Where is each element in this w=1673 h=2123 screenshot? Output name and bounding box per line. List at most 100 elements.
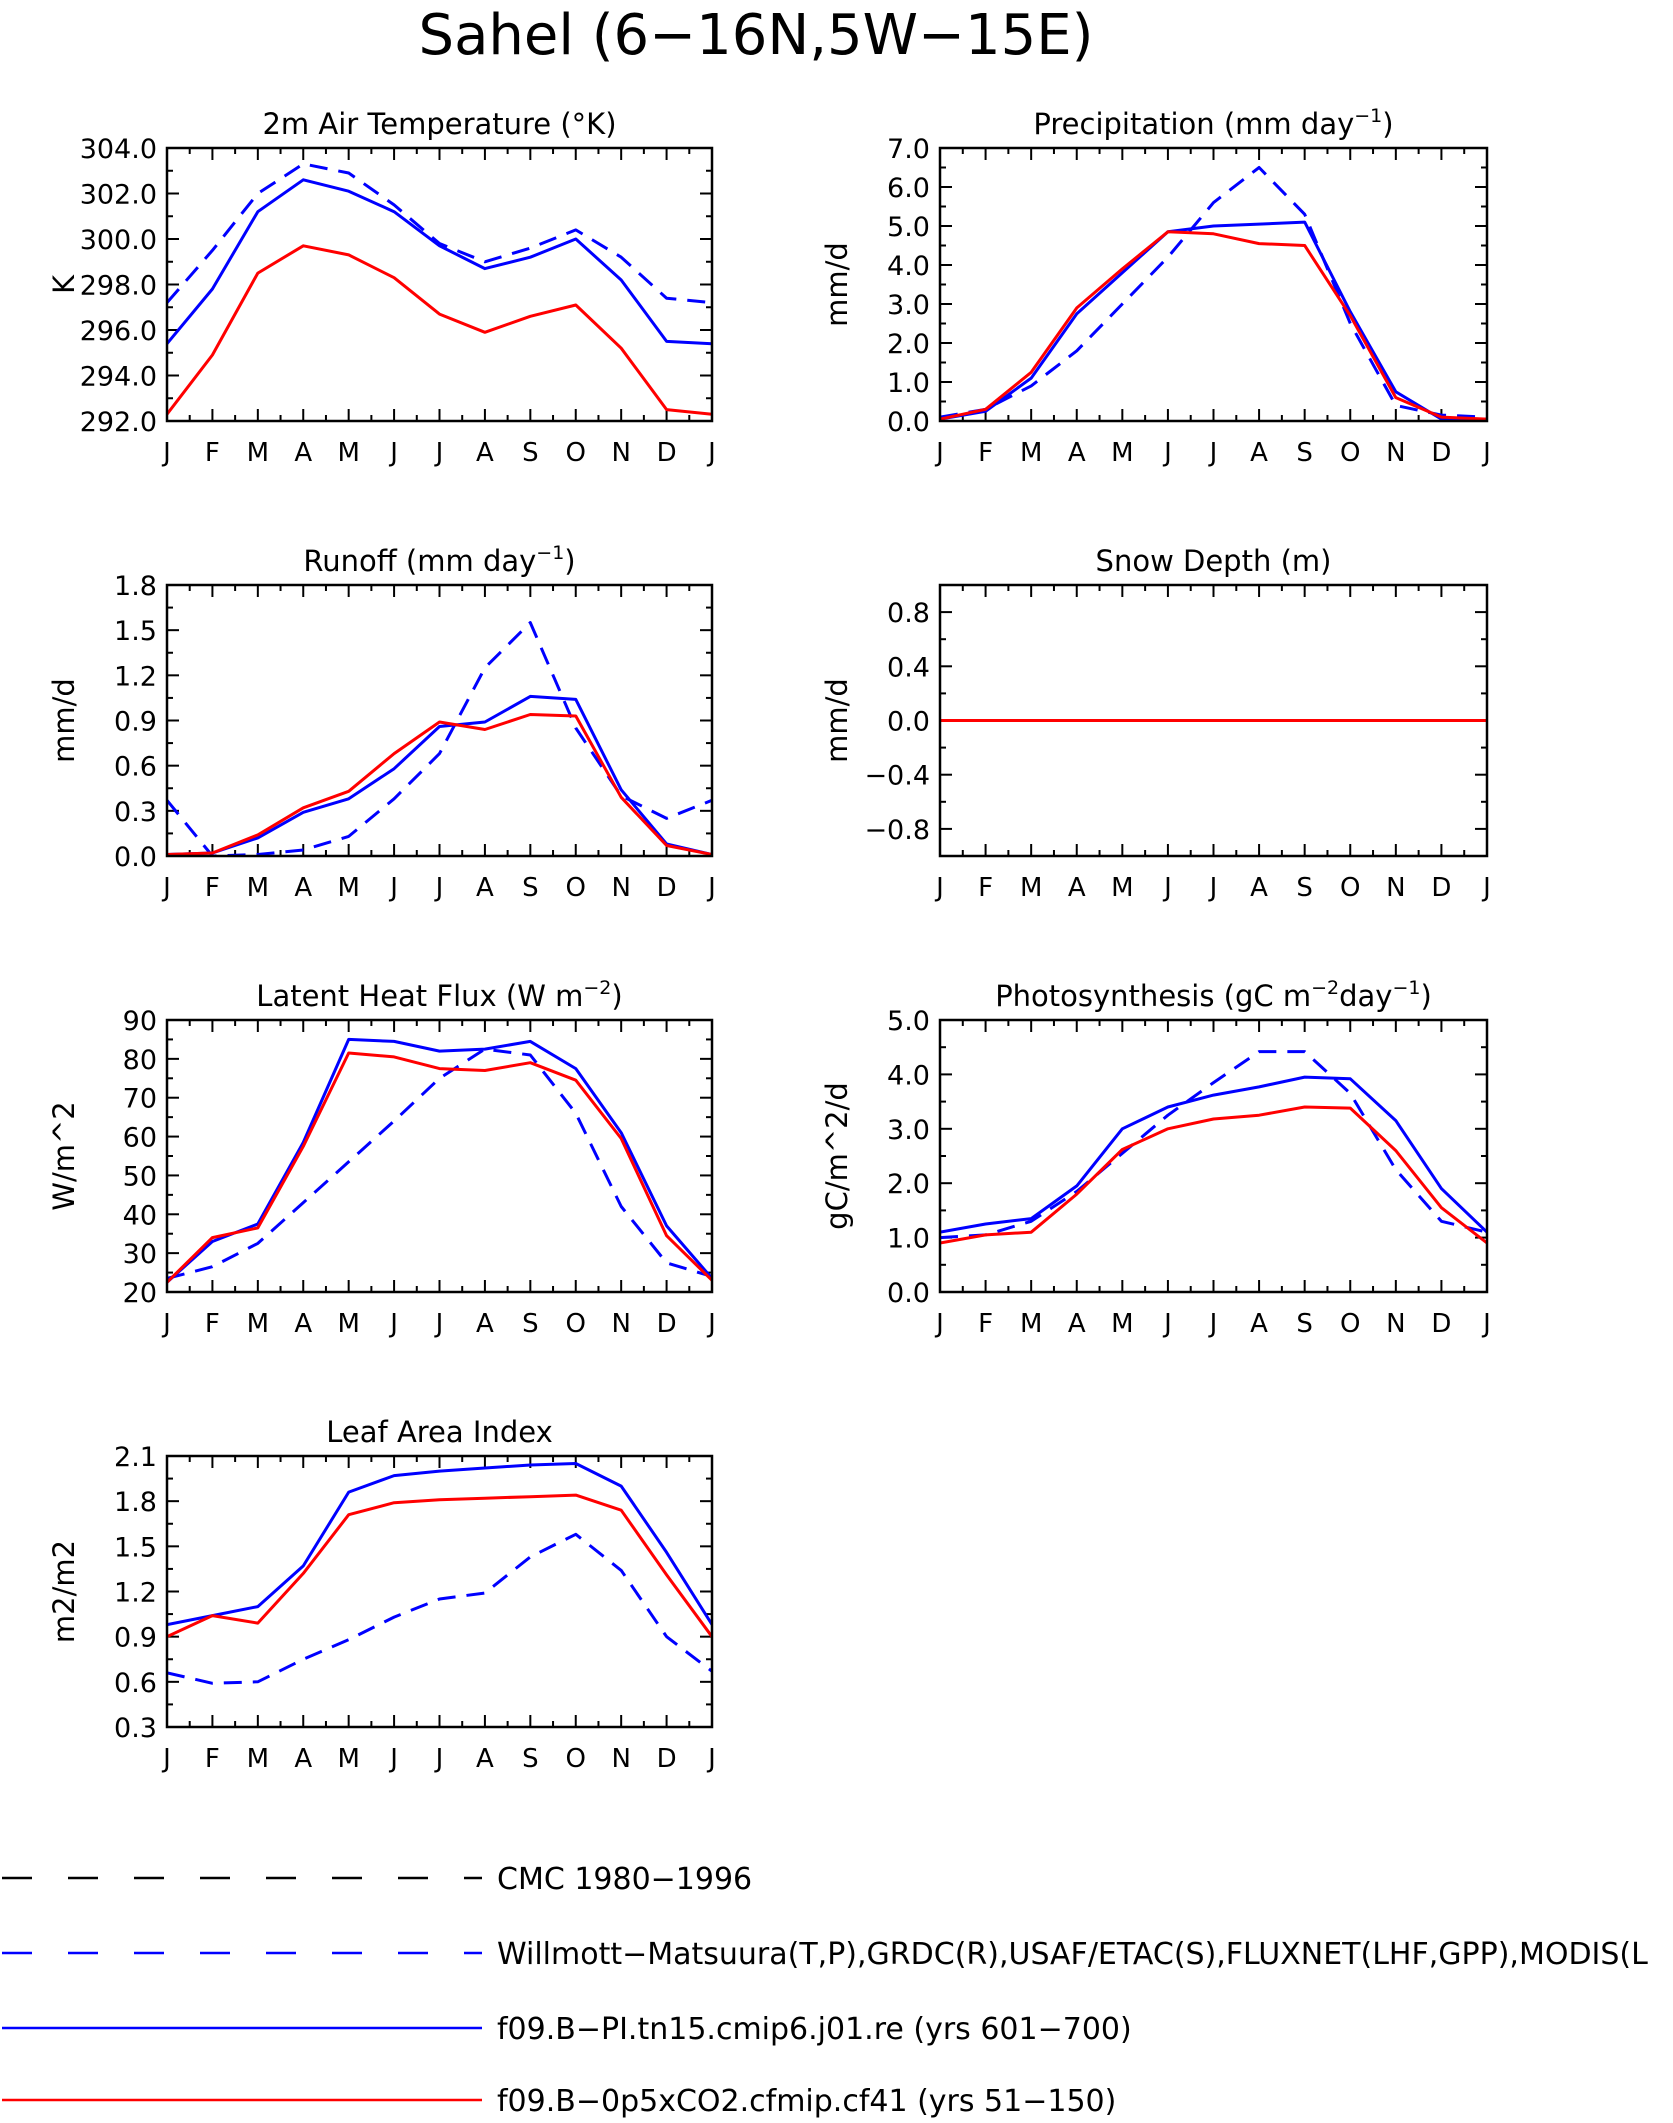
y-tick-label: 2.0 — [887, 329, 930, 360]
panel-title: 2m Air Temperature (°K) — [262, 107, 616, 141]
panel-1: 2m Air Temperature (°K)KJ F M A M J J A S O N D J292… — [47, 107, 716, 468]
y-tick-label: 1.0 — [887, 368, 930, 399]
x-tick-label: J — [934, 438, 944, 468]
panel-4: Snow Depth (m)mm/dJ F M A M J J A S O N D J−0.8−0.40… — [820, 544, 1491, 903]
panel-title-part: 2m Air Temperature (°K) — [262, 107, 616, 141]
x-tick-label: S — [1296, 873, 1313, 903]
x-tick-label: J — [161, 438, 171, 468]
panel-6: Photosynthesis (gC m−2day−1)gC/m^2/dJ F M A… — [820, 977, 1491, 1339]
y-tick-label: 60 — [123, 1123, 157, 1154]
x-tick-label: S — [522, 438, 539, 468]
x-tick-label: S — [522, 1309, 539, 1339]
y-tick-label: 20 — [123, 1278, 157, 1309]
x-tick-label: J — [1208, 438, 1218, 468]
x-tick-label: A — [294, 438, 312, 468]
x-tick-label: J — [706, 873, 716, 903]
x-tick-label: M — [1020, 873, 1042, 903]
x-tick-label: J — [706, 1309, 716, 1339]
x-tick-label: N — [611, 873, 630, 903]
x-tick-label: M — [1111, 438, 1133, 468]
y-tick-label: 0.9 — [114, 707, 157, 738]
y-tick-label: 1.2 — [114, 1578, 157, 1609]
x-tick-label: J — [1162, 873, 1172, 903]
y-tick-label: 292.0 — [80, 407, 157, 438]
x-tick-label: J — [1162, 438, 1172, 468]
plot-frame — [165, 146, 714, 423]
x-tick-label: D — [657, 1744, 677, 1774]
x-tick-label: F — [205, 438, 220, 468]
x-tick-label: J — [388, 1309, 398, 1339]
panel-title-part: ) — [1382, 107, 1393, 141]
x-tick-label: M — [247, 1309, 269, 1339]
panel-title-superscript: −2 — [1311, 977, 1339, 999]
y-tick-label: 0.6 — [114, 1668, 157, 1699]
x-tick-label: J — [388, 873, 398, 903]
x-tick-label: D — [1431, 1309, 1451, 1339]
x-tick-label: M — [247, 438, 269, 468]
x-tick-label: J — [161, 873, 171, 903]
y-tick-label: 296.0 — [80, 316, 157, 347]
x-tick-label: M — [247, 873, 269, 903]
panel-title-part: ) — [611, 979, 622, 1013]
plot-frame — [165, 1018, 714, 1294]
series-line-pi-control — [167, 694, 712, 856]
x-tick-label: S — [522, 873, 539, 903]
x-tick-label: M — [1111, 1309, 1133, 1339]
y-tick-label: 0.3 — [114, 797, 157, 828]
series-line-observations — [940, 166, 1487, 419]
y-tick-label: 0.0 — [887, 1278, 930, 1309]
x-tick-label: J — [388, 1744, 398, 1774]
x-tick-label: A — [1068, 438, 1086, 468]
plot-frame — [938, 583, 1489, 858]
y-tick-label: 294.0 — [80, 362, 157, 393]
series-line-observations — [167, 162, 712, 305]
plot-frame — [165, 1454, 714, 1729]
y-tick-label: 90 — [123, 1006, 157, 1037]
x-tick-label: S — [1296, 1309, 1313, 1339]
y-tick-label: 1.0 — [887, 1224, 930, 1255]
legend: CMC 1980−1996 Willmott−Matsuura(T,P),GRDC… — [2, 1862, 1648, 2119]
x-tick-label: J — [1481, 873, 1491, 903]
x-tick-label: O — [566, 1744, 586, 1774]
y-tick-label: 5.0 — [887, 212, 930, 243]
x-tick-label: O — [566, 1309, 586, 1339]
x-tick-label: O — [1340, 873, 1360, 903]
panel-title-part: ) — [564, 544, 575, 578]
legend-label: f09.B−0p5xCO2.cfmip.cf41 (yrs 51−150) — [497, 2084, 1116, 2119]
x-tick-label: A — [476, 1309, 494, 1339]
panel-title: Latent Heat Flux (W m−2) — [256, 977, 622, 1013]
x-tick-label: J — [161, 1744, 171, 1774]
y-tick-label: 0.0 — [114, 842, 157, 873]
y-tick-label: 40 — [123, 1200, 157, 1231]
x-tick-label: M — [337, 873, 359, 903]
x-tick-label: F — [205, 1744, 220, 1774]
y-axis-label: mm/d — [820, 242, 854, 327]
legend-item: f09.B−0p5xCO2.cfmip.cf41 (yrs 51−150) — [2, 2084, 1116, 2119]
series-line-pi-control — [940, 1075, 1487, 1234]
x-tick-label: J — [388, 438, 398, 468]
panel-title-superscript: −1 — [536, 542, 564, 564]
panel-title-part: day — [1339, 979, 1392, 1013]
series-line-0p5xco2 — [940, 1105, 1487, 1245]
panel-title-part: Leaf Area Index — [326, 1415, 552, 1449]
x-tick-label: A — [1250, 1309, 1268, 1339]
y-tick-label: 298.0 — [80, 271, 157, 302]
x-tick-label: O — [1340, 438, 1360, 468]
y-tick-label: 30 — [123, 1239, 157, 1270]
x-tick-label: A — [476, 1744, 494, 1774]
x-tick-label: J — [934, 1309, 944, 1339]
x-tick-label: J — [161, 1309, 171, 1339]
panel-5: Latent Heat Flux (W m−2)W/m^2J F M A M J J A S O N… — [47, 977, 716, 1339]
legend-item: f09.B−PI.tn15.cmip6.j01.re (yrs 601−700) — [2, 2012, 1132, 2047]
y-axis-label: W/m^2 — [47, 1101, 81, 1210]
x-tick-label: M — [337, 1309, 359, 1339]
y-tick-label: 3.0 — [887, 1115, 930, 1146]
x-tick-label: M — [1111, 873, 1133, 903]
x-tick-label: M — [1020, 438, 1042, 468]
x-tick-label: J — [434, 873, 444, 903]
x-tick-label: N — [611, 1309, 630, 1339]
x-tick-label: F — [978, 873, 993, 903]
y-tick-label: 0.0 — [887, 407, 930, 438]
y-tick-label: 0.6 — [114, 752, 157, 783]
x-tick-label: J — [706, 438, 716, 468]
